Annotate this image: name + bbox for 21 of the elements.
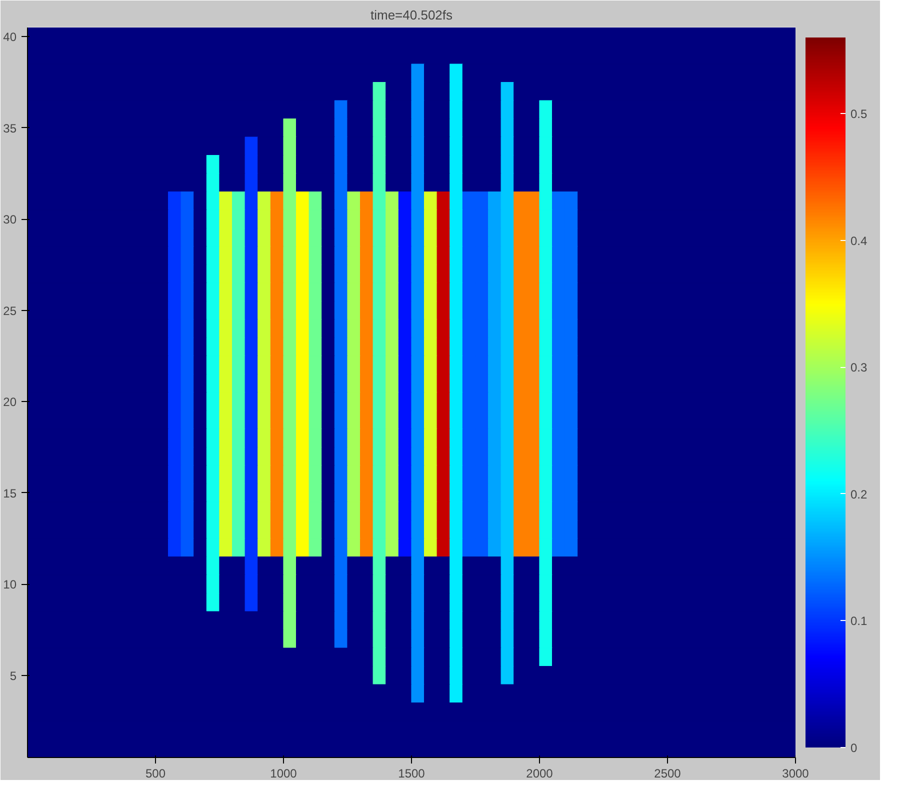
x-tick-label: 1500 (398, 766, 426, 780)
color-bar-label: 0.1 (850, 614, 868, 628)
x-tick-label: 500 (145, 766, 166, 780)
y-tick-label: 25 (3, 304, 17, 318)
y-tick-label: 10 (3, 578, 17, 592)
y-tick-label: 30 (3, 212, 17, 227)
x-tick-label: 2000 (526, 766, 554, 780)
y-tick-label: 35 (3, 121, 17, 136)
y-tick-label: 5 (10, 668, 17, 683)
x-tick-label: 3000 (782, 766, 810, 780)
y-tick-label: 20 (3, 395, 17, 410)
color-bar-label: 0 (850, 741, 858, 755)
color-bar-label: 0.5 (850, 107, 868, 122)
y-tick-label: 15 (3, 486, 17, 500)
color-bar-label: 0.4 (850, 234, 868, 248)
x-tick-label: 2500 (654, 766, 682, 780)
color-bar-label: 0.2 (850, 487, 868, 502)
x-tick-label: 1000 (270, 766, 298, 780)
color-bar-label: 0.3 (850, 360, 868, 375)
y-tick-label: 40 (3, 30, 17, 44)
chart-title: time=40.502fs (370, 8, 454, 22)
